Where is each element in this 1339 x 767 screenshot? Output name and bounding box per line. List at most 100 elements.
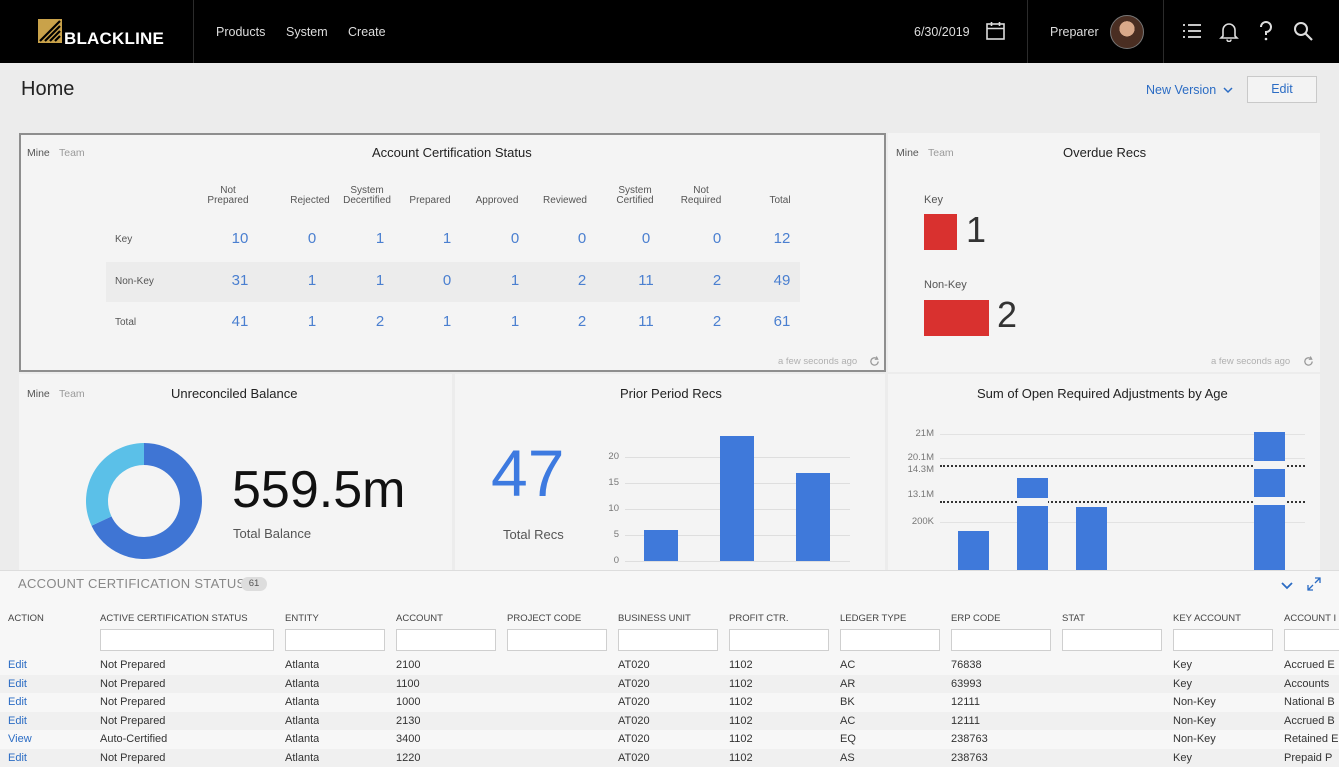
- avatar[interactable]: [1110, 15, 1144, 49]
- column-header[interactable]: BUSINESS UNIT: [618, 613, 691, 624]
- cert-count-link[interactable]: 31: [231, 272, 249, 289]
- cert-count-link[interactable]: 0: [577, 230, 587, 247]
- bell-icon[interactable]: [1218, 20, 1240, 42]
- cert-count-link[interactable]: 0: [712, 230, 722, 247]
- column-filter-input[interactable]: [507, 629, 607, 651]
- column-header[interactable]: PROJECT CODE: [507, 613, 582, 624]
- team-toggle[interactable]: Team: [928, 147, 954, 159]
- cert-count-link[interactable]: 0: [442, 272, 452, 289]
- cert-count-link[interactable]: 1: [307, 313, 317, 330]
- collapse-chevron-icon[interactable]: [1280, 579, 1294, 591]
- nav-create[interactable]: Create: [348, 25, 386, 39]
- column-header[interactable]: ACTIVE CERTIFICATION STATUS: [100, 613, 248, 624]
- cert-count-link[interactable]: 1: [375, 272, 385, 289]
- calendar-icon[interactable]: [985, 20, 1007, 42]
- cert-count-link[interactable]: 0: [510, 230, 520, 247]
- row-action-link[interactable]: Edit: [8, 751, 27, 764]
- donut-slice-light[interactable]: [85, 443, 144, 526]
- column-header[interactable]: ACCOUNT: [396, 613, 443, 624]
- column-filter-input[interactable]: [951, 629, 1051, 651]
- account-certification-card[interactable]: [19, 133, 886, 372]
- column-filter-input[interactable]: [396, 629, 496, 651]
- cert-count-link[interactable]: 2: [577, 313, 587, 330]
- column-filter-input[interactable]: [1173, 629, 1273, 651]
- nav-products[interactable]: Products: [216, 25, 266, 39]
- prior-period-bar[interactable]: [644, 529, 678, 561]
- cert-count-link[interactable]: 0: [641, 230, 651, 247]
- refresh-icon[interactable]: [1303, 356, 1314, 367]
- edit-button[interactable]: Edit: [1247, 76, 1317, 103]
- row-action-link[interactable]: Edit: [8, 677, 27, 690]
- column-filter-input[interactable]: [100, 629, 274, 651]
- team-toggle[interactable]: Team: [59, 147, 85, 159]
- balance-donut-chart[interactable]: [84, 441, 204, 561]
- overdue-recs-card[interactable]: [888, 133, 1320, 372]
- overdue-key-bar[interactable]: [924, 214, 957, 250]
- cert-count-link[interactable]: 1: [375, 230, 385, 247]
- row-action-link[interactable]: Edit: [8, 714, 27, 727]
- row-action-link[interactable]: Edit: [8, 696, 27, 708]
- adjustment-bar[interactable]: [958, 531, 989, 570]
- column-header[interactable]: STAT: [1062, 613, 1085, 624]
- column-header[interactable]: ENTITY: [285, 613, 319, 624]
- nav-system[interactable]: System: [286, 25, 328, 39]
- table-row[interactable]: Edit Not Prepared Atlanta 1220 AT020 1102 AS 23…: [0, 748, 1339, 767]
- cert-count-link[interactable]: 1: [307, 272, 317, 289]
- search-icon[interactable]: [1292, 20, 1314, 42]
- column-header[interactable]: ACTION: [8, 613, 44, 624]
- blackline-logo[interactable]: BLACKLINE: [38, 19, 188, 48]
- table-row[interactable]: Edit Not Prepared Atlanta 2100 AT020 1102 AC 76…: [0, 656, 1339, 674]
- mine-toggle[interactable]: Mine: [896, 147, 919, 159]
- column-header[interactable]: ACCOUNT I: [1284, 613, 1337, 624]
- table-row[interactable]: View Auto-Certified Atlanta 3400 AT020 1102 EQ…: [0, 730, 1339, 748]
- cert-count-link[interactable]: 11: [638, 313, 654, 330]
- mine-toggle[interactable]: Mine: [27, 147, 50, 159]
- period-date[interactable]: 6/30/2019: [914, 25, 970, 39]
- column-filter-input[interactable]: [1062, 629, 1162, 651]
- cert-count-link[interactable]: 2: [375, 313, 385, 330]
- cert-count-link[interactable]: 61: [773, 313, 791, 330]
- unreconciled-balance-card[interactable]: [19, 374, 452, 570]
- help-icon[interactable]: [1255, 20, 1277, 42]
- list-menu-icon[interactable]: [1181, 20, 1203, 42]
- row-action-link[interactable]: Edit: [8, 659, 27, 671]
- refresh-icon[interactable]: [869, 356, 880, 367]
- column-header[interactable]: ERP CODE: [951, 613, 1001, 624]
- cert-count-link[interactable]: 10: [231, 230, 249, 247]
- cert-count-link[interactable]: 1: [510, 272, 520, 289]
- cert-count-link[interactable]: 1: [442, 230, 452, 247]
- donut-slice-dark[interactable]: [91, 443, 203, 559]
- new-version-dropdown[interactable]: New Version: [1146, 83, 1217, 97]
- table-row[interactable]: Edit Not Prepared Atlanta 1000 AT020 1102 BK 12…: [0, 693, 1339, 711]
- column-header[interactable]: PROFIT CTR.: [729, 613, 789, 624]
- mine-toggle[interactable]: Mine: [27, 388, 50, 400]
- cert-count-link[interactable]: 12: [773, 230, 791, 247]
- cert-count-link[interactable]: 0: [307, 230, 317, 247]
- column-header[interactable]: LEDGER TYPE: [840, 613, 907, 624]
- cert-count-link[interactable]: 49: [773, 272, 791, 289]
- expand-icon[interactable]: [1307, 577, 1321, 591]
- table-row[interactable]: Edit Not Prepared Atlanta 1100 AT020 1102 AR 63…: [0, 674, 1339, 693]
- cert-count-link[interactable]: 41: [231, 313, 249, 330]
- column-filter-input[interactable]: [840, 629, 940, 651]
- column-filter-input[interactable]: [1284, 629, 1339, 651]
- adjustment-bar[interactable]: [1017, 477, 1048, 570]
- user-role[interactable]: Preparer: [1050, 25, 1099, 39]
- team-toggle[interactable]: Team: [59, 388, 85, 400]
- column-filter-input[interactable]: [729, 629, 829, 651]
- table-row[interactable]: Edit Not Prepared Atlanta 2130 AT020 1102 AC 12…: [0, 711, 1339, 730]
- cert-count-link[interactable]: 1: [510, 313, 520, 330]
- overdue-nonkey-bar[interactable]: [924, 300, 989, 336]
- prior-period-bar[interactable]: [796, 472, 830, 561]
- column-header[interactable]: KEY ACCOUNT: [1173, 613, 1241, 624]
- cert-count-link[interactable]: 2: [712, 272, 722, 289]
- cert-count-link[interactable]: 11: [638, 272, 654, 289]
- chevron-down-icon[interactable]: [1222, 85, 1234, 95]
- column-filter-input[interactable]: [618, 629, 718, 651]
- cert-count-link[interactable]: 2: [712, 313, 722, 330]
- row-action-link[interactable]: View: [8, 733, 32, 745]
- column-filter-input[interactable]: [285, 629, 385, 651]
- prior-period-bar[interactable]: [720, 436, 754, 561]
- cert-count-link[interactable]: 1: [442, 313, 452, 330]
- cert-count-link[interactable]: 2: [577, 272, 587, 289]
